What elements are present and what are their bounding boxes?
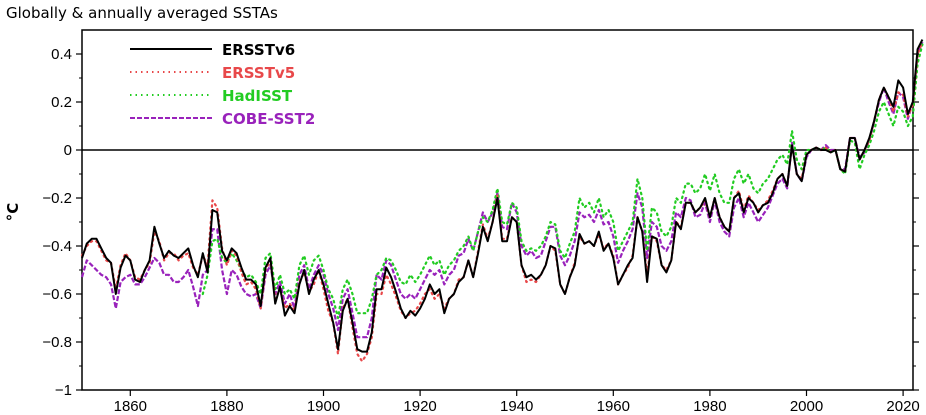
series-line-ersstv5 [80,40,924,363]
x-tick-label: 2020 [886,398,919,415]
chart-title: Globally & annually averaged SSTAs [6,4,278,22]
series-line-cobe-sst2 [80,41,924,339]
series-line-ersstv6 [81,39,924,353]
plot-frame [81,29,914,391]
y-tick-label: −0.2 [42,190,72,207]
legend: ERSSTv6 ERSSTv5 HadISST COBE-SST2 [130,41,315,128]
y-tick-label: −0.6 [42,286,72,303]
y-tick-label: 0.2 [51,94,72,111]
y-tick-label: −0.4 [42,238,72,255]
y-tick-label: −1 [55,382,72,399]
y-tick-label: 0.4 [51,46,72,63]
y-axis: 0.4 0.2 0 −0.2 −0.4 −0.6 −0.8 −1 [42,46,919,399]
legend-label-hadisst: HadISST [222,87,293,105]
x-tick-label: 1880 [210,398,243,415]
series-group [80,39,924,363]
plot-border [81,29,914,391]
x-tick-label: 1920 [403,398,436,415]
x-tick-label: 1940 [500,398,533,415]
x-tick-label: 2000 [790,398,823,415]
y-axis-label: °C [4,203,22,222]
x-tick-label: 1960 [597,398,630,415]
x-tick-label: 1860 [114,398,147,415]
y-tick-label: −0.8 [42,334,72,351]
x-tick-label: 1980 [693,398,726,415]
legend-label-cobe-sst2: COBE-SST2 [222,110,315,128]
x-axis: 1860 1880 1900 1920 1940 1960 1980 2000 2020 [114,390,920,415]
legend-label-ersstv6: ERSSTv6 [222,41,295,59]
legend-label-ersstv5: ERSSTv5 [222,64,295,82]
series-line-hadisst [201,43,924,320]
y-tick-label: 0 [64,142,72,159]
x-tick-label: 1900 [307,398,340,415]
